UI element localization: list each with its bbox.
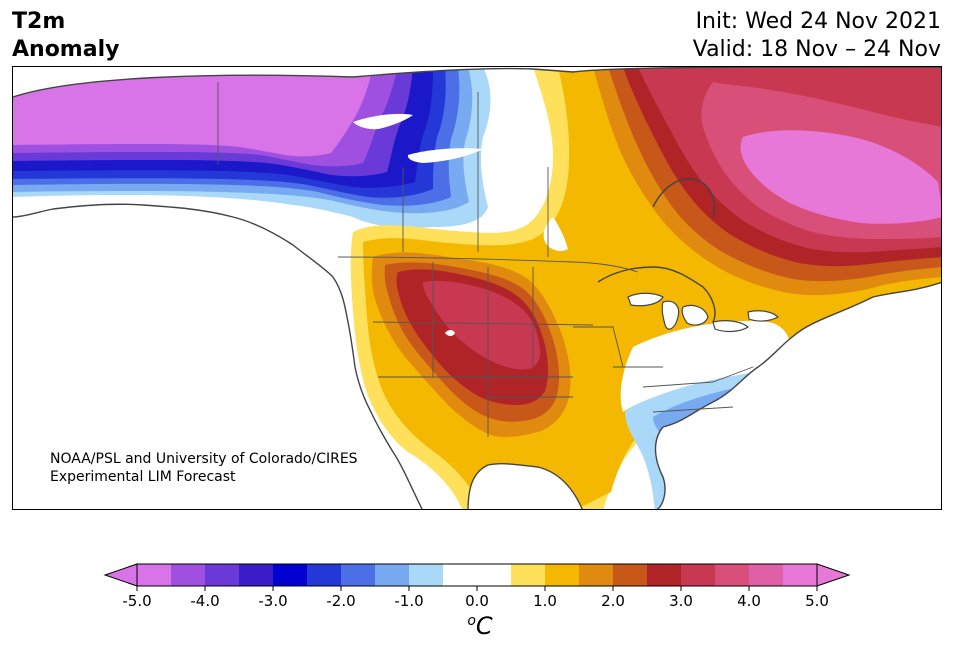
colorbar-swatch: [545, 564, 580, 586]
unit-symbol: C: [475, 612, 493, 640]
colorbar-swatch: [613, 564, 648, 586]
credit-line-2: Experimental LIM Forecast: [50, 469, 236, 485]
colorbar-tick-label: 4.0: [737, 592, 761, 610]
title-line-2: Anomaly: [12, 37, 120, 62]
great-bear-slave-lakes: [353, 113, 483, 336]
colorbar-swatch: [749, 564, 784, 586]
valid-date-label: Valid: 18 Nov – 24 Nov: [692, 37, 941, 62]
colorbar-swatch: [511, 564, 546, 586]
credit-text: NOAA/PSL and University of Colorado/CIRE…: [50, 450, 358, 486]
colorbar-swatch: [375, 564, 410, 586]
colorbar-swatch: [307, 564, 342, 586]
colorbar-tick-label: -3.0: [258, 592, 287, 610]
colorbar-swatch: [273, 564, 308, 586]
title-line-1: T2m: [12, 9, 66, 34]
labrador-warm-core: [740, 130, 941, 224]
colorbar-tick-label: 2.0: [601, 592, 625, 610]
colorbar-swatch: [409, 564, 444, 586]
northeast-neutral: [620, 320, 790, 412]
colorbar-swatch: [443, 564, 478, 586]
colorbar-swatch: [783, 564, 818, 586]
colorbar-ticks: -5.0 -4.0 -3.0 -2.0 -1.0 0.0 1.0 2.0 3.0 4.0 5.0: [122, 586, 829, 610]
colorbar-swatch: [579, 564, 614, 586]
colorbar-swatch: [239, 564, 274, 586]
coastlines: [13, 67, 941, 509]
colorbar-swatch: [477, 564, 512, 586]
colorbar-unit: oC: [460, 612, 500, 640]
colorbar-swatch: [171, 564, 206, 586]
colorbar-swatches: [103, 563, 851, 587]
colorbar-tick-label: -4.0: [190, 592, 219, 610]
init-date-label: Init: Wed 24 Nov 2021: [695, 9, 941, 34]
colorbar-swatch: [681, 564, 716, 586]
great-lakes: [627, 292, 779, 333]
colorbar-tick-label: -1.0: [394, 592, 423, 610]
colorbar-tick-label: 0.0: [465, 592, 489, 610]
colorbar-tick-label: 3.0: [669, 592, 693, 610]
map-canvas: [13, 67, 941, 509]
colorbar-tick-label: 1.0: [533, 592, 557, 610]
colorbar-swatch: [341, 564, 376, 586]
map-title: T2m Anomaly: [12, 8, 119, 64]
colorbar: -5.0 -4.0 -3.0 -2.0 -1.0 0.0 1.0 2.0 3.0 4.0 5.0: [103, 563, 851, 610]
alaska-cold-core: [13, 67, 373, 157]
colorbar-extend-left: [103, 563, 138, 587]
colorbar-tick-label: -5.0: [122, 592, 151, 610]
anomaly-map: [12, 66, 942, 510]
colorbar-swatch: [205, 564, 240, 586]
borders: [217, 82, 754, 437]
colorbar-extend-right: [816, 563, 851, 587]
colorbar-swatch: [715, 564, 750, 586]
forecast-dates: Init: Wed 24 Nov 2021 Valid: 18 Nov – 24…: [693, 8, 941, 64]
colorbar-tick-label: 5.0: [805, 592, 829, 610]
colorbar-swatch: [137, 564, 172, 586]
unit-sup: o: [467, 613, 476, 629]
colorbar-tick-label: -2.0: [326, 592, 355, 610]
colorbar-swatch: [647, 564, 682, 586]
credit-line-1: NOAA/PSL and University of Colorado/CIRE…: [50, 451, 358, 467]
